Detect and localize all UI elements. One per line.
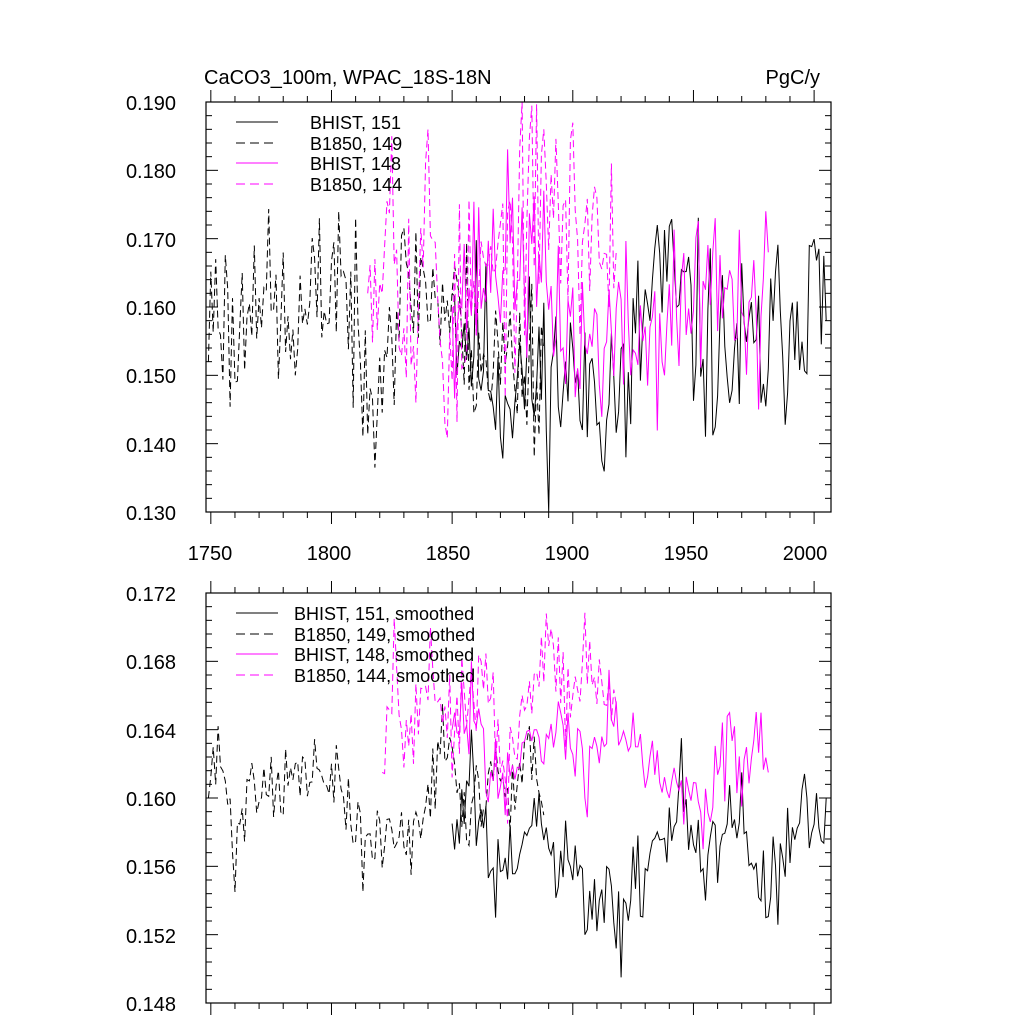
top-legend: BHIST, 151 B1850, 149 BHIST, 148 B1850, … — [236, 113, 402, 195]
top-y-tick-label: 0.180 — [126, 161, 176, 183]
bottom-legend-label: BHIST, 148, smoothed — [294, 645, 474, 665]
bottom-legend-label: BHIST, 151, smoothed — [294, 604, 474, 624]
top-y-tick-label: 0.140 — [126, 435, 176, 457]
bottom-y-tick-label: 0.160 — [126, 789, 176, 811]
top-series-layer — [207, 101, 827, 513]
top-series-line-0 — [451, 217, 827, 513]
top-x-tick-label: 1950 — [664, 543, 709, 565]
bottom-legend-label: B1850, 149, smoothed — [294, 625, 475, 645]
top-x-tick-label: 1750 — [188, 543, 233, 565]
top-y-tick-label: 0.150 — [126, 366, 176, 388]
top-panel-title: CaCO3_100m, WPAC_18S-18N — [204, 67, 492, 89]
top-x-tick-labels: 1750 1800 1850 1900 1950 2000 — [188, 543, 828, 565]
top-legend-label: B1850, 149 — [310, 134, 402, 154]
bottom-panel: 0.172 0.168 0.164 0.160 0.156 0.152 0.14… — [126, 581, 832, 1016]
top-legend-label: BHIST, 151 — [310, 113, 401, 133]
top-panel-units: PgC/y — [766, 67, 820, 89]
top-y-tick-label: 0.190 — [126, 93, 176, 115]
bottom-y-tick-label: 0.168 — [126, 652, 176, 674]
top-legend-label: B1850, 144 — [310, 175, 402, 195]
top-panel: CaCO3_100m, WPAC_18S-18N PgC/y 0.190 0.1… — [126, 67, 832, 565]
bottom-series-line-2 — [451, 661, 769, 850]
top-x-tick-label: 1900 — [545, 543, 590, 565]
bottom-y-tick-labels: 0.172 0.168 0.164 0.160 0.156 0.152 0.14… — [126, 584, 176, 1016]
bottom-legend-label: B1850, 144, smoothed — [294, 666, 475, 686]
top-axis-ticks — [206, 90, 831, 524]
bottom-axis-ticks — [206, 581, 831, 1015]
top-y-tick-label: 0.130 — [126, 503, 176, 525]
bottom-series-line-0 — [451, 729, 827, 978]
bottom-series-layer — [207, 612, 827, 978]
bottom-series-line-3 — [381, 612, 617, 824]
top-x-tick-label: 1850 — [426, 543, 471, 565]
top-y-tick-labels: 0.190 0.180 0.170 0.160 0.150 0.140 0.13… — [126, 93, 176, 525]
top-series-line-1 — [207, 208, 545, 468]
top-y-tick-label: 0.160 — [126, 298, 176, 320]
bottom-series-line-1 — [207, 703, 545, 893]
bottom-legend: BHIST, 151, smoothed B1850, 149, smoothe… — [236, 604, 475, 686]
top-legend-label: BHIST, 148 — [310, 154, 401, 174]
top-x-tick-label: 1800 — [307, 543, 352, 565]
bottom-y-tick-label: 0.172 — [126, 584, 176, 606]
top-y-tick-label: 0.170 — [126, 230, 176, 252]
bottom-y-tick-label: 0.164 — [126, 721, 176, 743]
top-series-line-2 — [451, 149, 769, 431]
bottom-y-tick-label: 0.148 — [126, 994, 176, 1016]
top-series-line-3 — [367, 101, 617, 439]
bottom-y-tick-label: 0.156 — [126, 857, 176, 879]
top-x-tick-label: 2000 — [783, 543, 828, 565]
bottom-y-tick-label: 0.152 — [126, 926, 176, 948]
